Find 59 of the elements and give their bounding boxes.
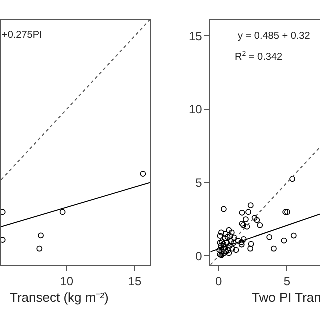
point: [290, 176, 296, 182]
point: [232, 234, 238, 241]
annotation: +0.275PI: [2, 30, 42, 41]
point: [228, 238, 234, 244]
point: [243, 216, 249, 222]
point: [248, 246, 254, 252]
point: [238, 239, 245, 246]
point: [238, 242, 245, 248]
point: [246, 209, 252, 216]
point: [217, 233, 224, 240]
point: [257, 222, 264, 228]
point: [235, 238, 242, 244]
x-tick-label: 0: [216, 274, 223, 288]
x-tick-label: 10: [60, 274, 74, 288]
point: [244, 224, 250, 230]
point: [226, 227, 232, 234]
point: [221, 206, 227, 212]
point: [217, 240, 224, 246]
point: [233, 247, 240, 254]
point: [218, 248, 225, 255]
point: [230, 240, 237, 246]
point: [36, 246, 43, 252]
point: [226, 247, 232, 254]
point: [218, 230, 224, 236]
point: [222, 231, 229, 238]
point: [224, 240, 230, 246]
point: [230, 246, 236, 252]
x-tick-label: 5: [284, 274, 291, 288]
point: [219, 238, 226, 244]
point: [60, 209, 66, 216]
point: [282, 209, 289, 216]
x-tick-label: 15: [128, 274, 142, 288]
annotation: y = 0.485 + 0.32: [238, 31, 311, 42]
point: [254, 217, 260, 224]
y-tick-label: 10: [188, 102, 203, 117]
x-axis-title: Transect (kg m⁻²): [10, 290, 109, 305]
point: [248, 241, 254, 248]
point: [38, 232, 44, 239]
point: [284, 209, 290, 216]
point: [222, 236, 228, 242]
y-tick-label: 15: [188, 29, 203, 44]
point: [240, 236, 247, 242]
point: [248, 202, 254, 209]
point: [140, 171, 146, 177]
point: [290, 232, 297, 239]
point: [239, 210, 246, 216]
point: [224, 234, 231, 240]
point: [281, 238, 288, 244]
point: [228, 233, 234, 240]
point: [220, 242, 227, 248]
point: [216, 247, 223, 254]
annotation: R$^{2}$ = 0.342: [235, 51, 283, 64]
y-tick-label: 0: [196, 249, 203, 264]
point: [228, 230, 235, 236]
y-tick-label: 5: [196, 176, 203, 190]
point: [271, 246, 277, 252]
point: [266, 234, 273, 240]
point: [252, 215, 258, 221]
point: [226, 250, 232, 256]
